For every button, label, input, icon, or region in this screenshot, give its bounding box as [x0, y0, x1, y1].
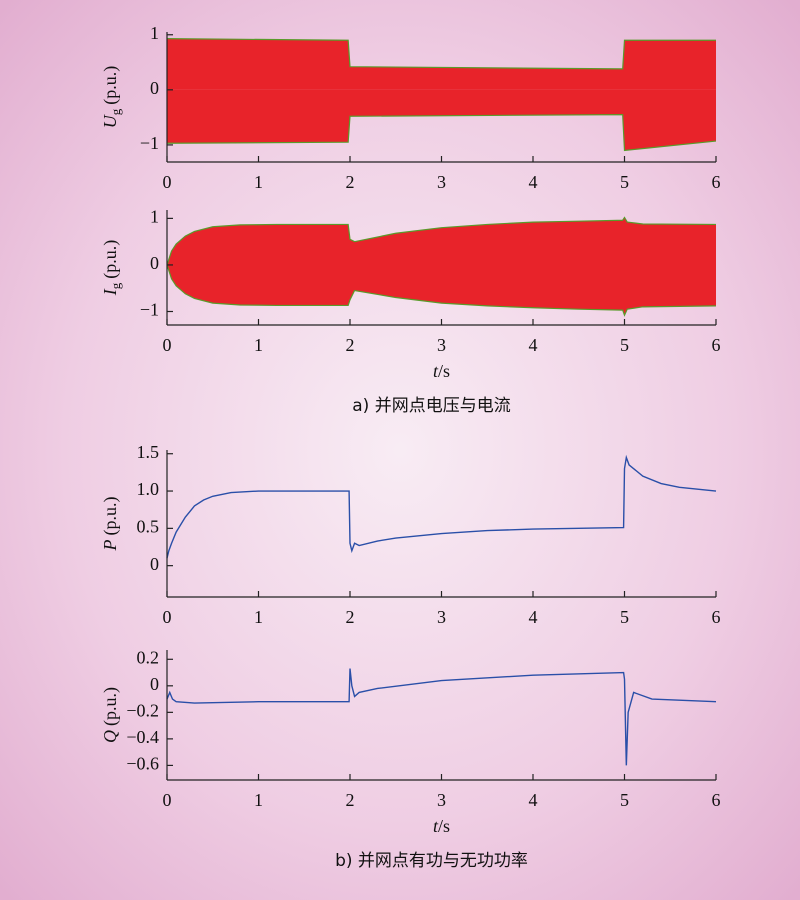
band-edge [166, 216, 717, 266]
band-edge [166, 114, 717, 152]
band-edge [166, 264, 717, 317]
x-tick-label: 3 [437, 172, 446, 192]
x-tick-label: 2 [346, 790, 355, 810]
x-tick-label: 3 [437, 335, 446, 355]
x-tick-label: 0 [163, 790, 172, 810]
band-area [167, 264, 716, 316]
y-label-symbol: U [100, 114, 120, 128]
y-tick-label: −1 [140, 133, 159, 153]
x-label-unit: /s [438, 361, 450, 381]
y-tick-label: 0 [150, 78, 159, 98]
x-axis-label: t/s [433, 361, 450, 381]
y-label-symbol: I [100, 288, 120, 296]
x-tick-label: 2 [346, 335, 355, 355]
x-tick-label: 6 [712, 172, 721, 192]
y-tick-label: 0.2 [137, 647, 160, 667]
y-tick-label: 0 [150, 253, 159, 273]
y-tick-label: 1.0 [137, 479, 160, 499]
y-tick-label: 0 [150, 674, 159, 694]
y-axis-label: Ig (p.u.) [100, 240, 123, 297]
x-tick-label: 4 [529, 790, 538, 810]
x-tick-label: 3 [437, 790, 446, 810]
x-tick-label: 6 [712, 335, 721, 355]
x-tick-label: 0 [163, 172, 172, 192]
x-tick-label: 3 [437, 607, 446, 627]
y-tick-label: 1 [150, 23, 159, 43]
x-tick-label: 1 [254, 335, 263, 355]
y-tick-label: −1 [140, 300, 159, 320]
x-tick-label: 5 [620, 607, 629, 627]
y-label-unit: (p.u.) [100, 497, 121, 536]
x-tick-label: 5 [620, 172, 629, 192]
x-tick-label: 2 [346, 172, 355, 192]
y-tick-label: −0.6 [126, 754, 159, 774]
y-tick-label: −0.2 [126, 700, 159, 720]
band-area [167, 38, 716, 90]
x-tick-label: 4 [529, 607, 538, 627]
x-tick-label: 6 [712, 790, 721, 810]
y-tick-label: 1 [150, 207, 159, 227]
x-tick-label: 4 [529, 172, 538, 192]
x-tick-label: 6 [712, 607, 721, 627]
y-label-symbol: Q [100, 730, 120, 743]
line [166, 454, 717, 559]
x-tick-label: 1 [254, 172, 263, 192]
x-tick-label: 1 [254, 790, 263, 810]
x-tick-label: 5 [620, 335, 629, 355]
x-tick-label: 2 [346, 607, 355, 627]
y-axis-label: Ug (p.u.) [100, 66, 123, 129]
band-area [167, 217, 716, 265]
y-tick-label: 0 [150, 554, 159, 574]
caption: b) 并网点有功与无功功率 [335, 851, 528, 871]
y-label-symbol: P [100, 540, 120, 552]
y-tick-label: 1.5 [137, 442, 160, 462]
x-tick-label: 0 [163, 335, 172, 355]
x-tick-label: 4 [529, 335, 538, 355]
y-label-sub: g [108, 282, 123, 289]
y-label-sub: g [108, 108, 123, 115]
y-label-unit: (p.u.) [100, 240, 121, 279]
band-area [167, 89, 716, 151]
y-tick-label: 0.5 [137, 516, 160, 536]
x-tick-label: 5 [620, 790, 629, 810]
x-tick-label: 0 [163, 607, 172, 627]
y-label-unit: (p.u.) [100, 66, 121, 105]
x-label-unit: /s [438, 816, 450, 836]
x-tick-label: 1 [254, 607, 263, 627]
line [166, 668, 717, 766]
x-axis-label: t/s [433, 816, 450, 836]
x-label-symbol: t [433, 816, 439, 836]
caption: a) 并网点电压与电流 [352, 396, 510, 416]
x-label-symbol: t [433, 361, 439, 381]
y-label-unit: (p.u.) [100, 687, 121, 726]
band-edge [166, 38, 716, 70]
y-axis-label: P (p.u.) [100, 497, 121, 552]
y-tick-label: −0.4 [126, 727, 159, 747]
y-axis-label: Q (p.u.) [100, 687, 121, 743]
